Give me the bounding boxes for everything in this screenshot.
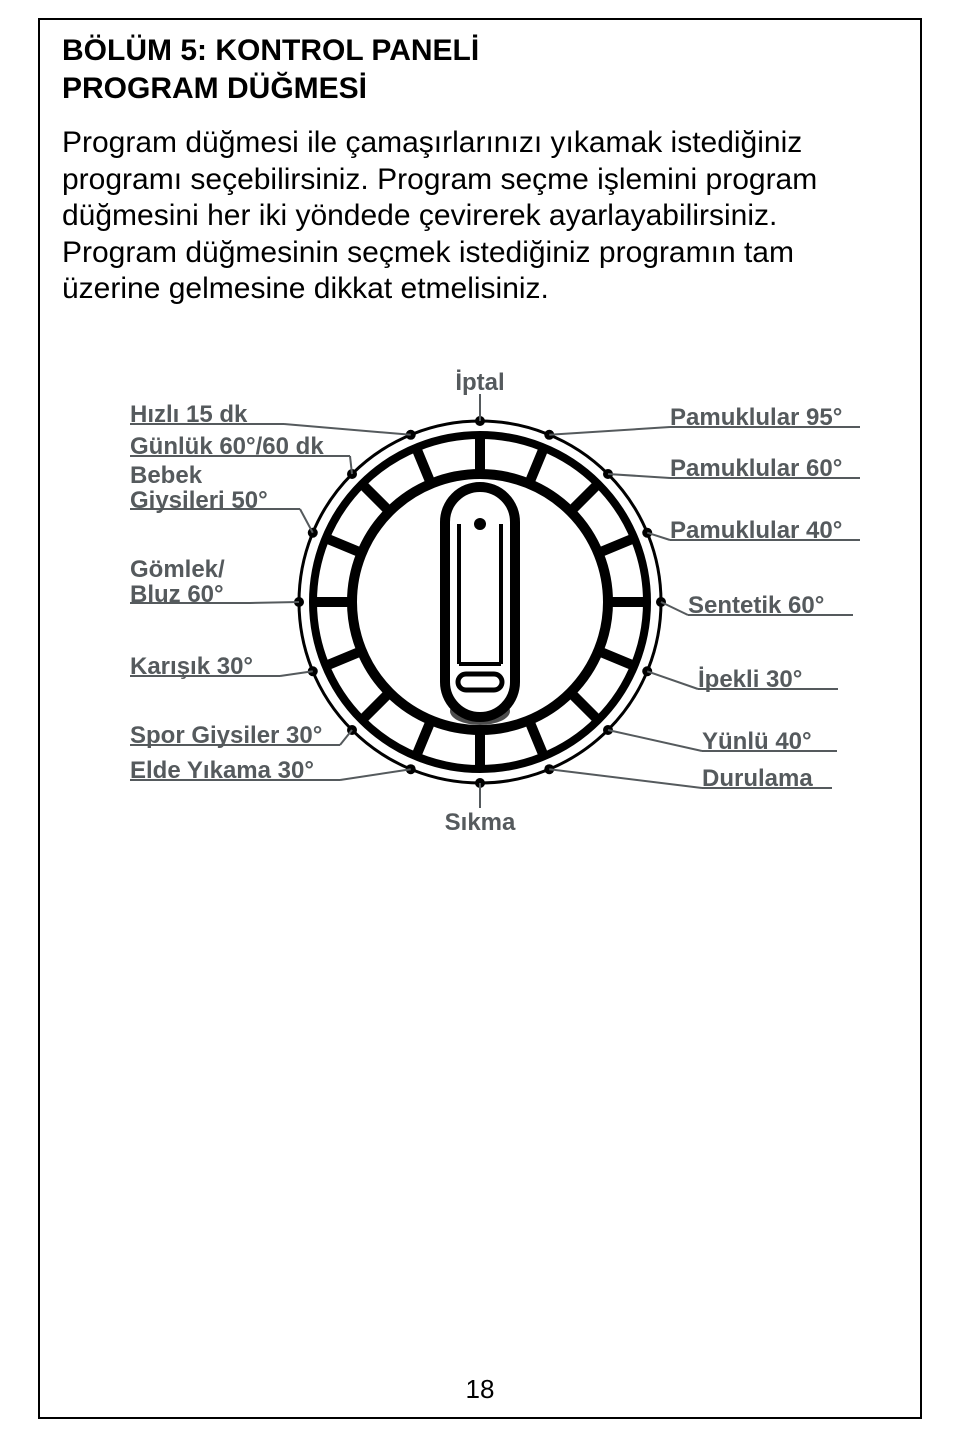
heading-line-1: BÖLÜM 5: KONTROL PANELİ	[62, 32, 898, 70]
intro-paragraph: Program düğmesi ile çamaşırlarınızı yıka…	[62, 125, 898, 308]
dial-label: Bebek Giysileri 50°	[130, 463, 268, 513]
dial-label: Günlük 60°/60 dk	[130, 434, 324, 459]
dial-label: Pamuklular 40°	[670, 518, 842, 543]
program-dial-diagram: Hızlı 15 dk Günlük 60°/60 dk Bebek Giysile…	[70, 332, 890, 852]
dial-label: Durulama	[702, 766, 813, 791]
dial-label-top: İptal	[455, 370, 504, 395]
page-frame: BÖLÜM 5: KONTROL PANELİ PROGRAM DÜĞMESİ …	[38, 18, 922, 1419]
dial-label-bottom: Sıkma	[445, 810, 516, 835]
dial-label: Elde Yıkama 30°	[130, 758, 314, 783]
dial-label: Spor Giysiler 30°	[130, 723, 322, 748]
dial-label: Gömlek/ Bluz 60°	[130, 557, 225, 607]
section-heading: BÖLÜM 5: KONTROL PANELİ PROGRAM DÜĞMESİ	[62, 32, 898, 107]
heading-line-2: PROGRAM DÜĞMESİ	[62, 70, 898, 108]
dial-label: Pamuklular 95°	[670, 405, 842, 430]
dial-label: Sentetik 60°	[688, 593, 824, 618]
dial-label: Karışık 30°	[130, 654, 253, 679]
dial-label: Hızlı 15 dk	[130, 402, 247, 427]
dial-label: Pamuklular 60°	[670, 456, 842, 481]
dial-label: Yünlü 40°	[702, 729, 812, 754]
dial-label: İpekli 30°	[698, 667, 802, 692]
page-number: 18	[466, 1374, 495, 1405]
